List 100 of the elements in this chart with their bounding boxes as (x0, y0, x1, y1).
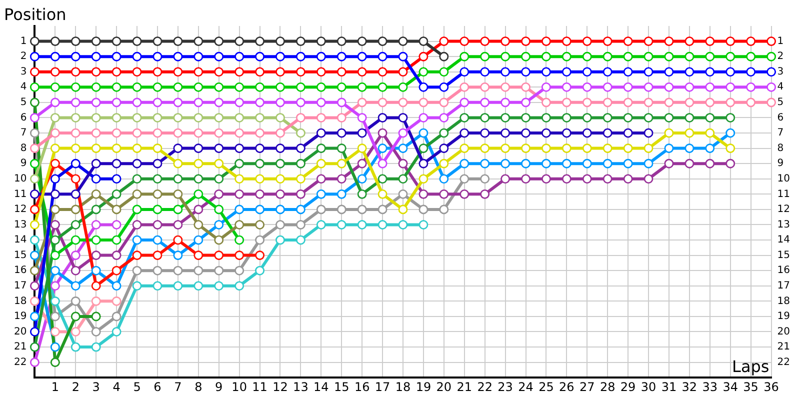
x-tick-label: 5 (133, 380, 141, 394)
point (542, 82, 551, 92)
point (70, 250, 80, 260)
point (602, 113, 612, 122)
point (194, 67, 204, 77)
point (70, 235, 80, 245)
point (602, 82, 612, 92)
point (684, 128, 694, 138)
point (378, 128, 388, 138)
point (726, 98, 736, 108)
point (480, 82, 490, 92)
point (132, 128, 142, 138)
x-tick-label: 9 (215, 380, 223, 394)
point (132, 158, 142, 168)
point (194, 158, 204, 168)
point (112, 204, 122, 214)
point (234, 158, 244, 168)
point (418, 190, 428, 199)
point (562, 174, 572, 184)
point (602, 67, 612, 77)
point (644, 144, 654, 153)
point (726, 67, 736, 77)
x-tick-label: 30 (640, 380, 656, 394)
point (521, 158, 530, 168)
point (582, 82, 592, 92)
y2-tick-label: 11 (777, 188, 790, 200)
point (398, 98, 408, 108)
point (357, 144, 367, 153)
point (296, 190, 306, 199)
y2-tick-label: 13 (777, 219, 790, 230)
x-tick-label: 25 (538, 380, 554, 394)
point (336, 204, 346, 214)
point (439, 190, 449, 199)
point (705, 144, 715, 153)
point (234, 190, 244, 199)
point (112, 281, 122, 291)
point (214, 36, 224, 46)
point (357, 190, 367, 199)
point (70, 98, 80, 108)
point (378, 52, 388, 62)
x-tick-label: 12 (272, 380, 288, 394)
point (91, 250, 101, 260)
x-tick-label: 17 (374, 380, 390, 394)
point (234, 52, 244, 62)
point (112, 174, 122, 184)
point (30, 174, 40, 184)
point (132, 204, 142, 214)
point (357, 67, 367, 77)
point (152, 144, 162, 153)
point (173, 220, 183, 230)
point (173, 36, 183, 46)
point (132, 52, 142, 62)
point (726, 158, 736, 168)
y-tick-label: 2 (20, 51, 27, 62)
point (70, 67, 80, 77)
point (480, 67, 490, 77)
point (152, 220, 162, 230)
point (357, 204, 367, 214)
point (255, 98, 264, 108)
point (398, 82, 408, 92)
point (214, 235, 224, 245)
point (70, 128, 80, 138)
point (542, 128, 551, 138)
y-tick-label: 8 (20, 142, 27, 154)
point (602, 174, 612, 184)
point (296, 82, 306, 92)
point (460, 52, 470, 62)
point (439, 52, 449, 62)
x-tick-label: 36 (764, 380, 779, 394)
point (173, 113, 183, 122)
point (316, 128, 326, 138)
x-tick-label: 29 (620, 380, 636, 394)
y-tick-label: 16 (14, 265, 27, 276)
x-tick-label: 7 (174, 380, 182, 394)
point (664, 82, 674, 92)
point (50, 342, 60, 352)
point (623, 98, 633, 108)
point (173, 144, 183, 153)
point (480, 158, 490, 168)
point (664, 158, 674, 168)
point (542, 98, 551, 108)
point (500, 128, 510, 138)
y-tick-label: 19 (14, 311, 27, 322)
point (336, 220, 346, 230)
point (152, 82, 162, 92)
y2-tick-label: 22 (777, 356, 790, 368)
point (602, 144, 612, 153)
point (316, 52, 326, 62)
y-tick-label: 18 (14, 296, 27, 307)
point (70, 312, 80, 322)
point (480, 144, 490, 153)
point (296, 113, 306, 122)
point (91, 158, 101, 168)
point (296, 204, 306, 214)
point (460, 113, 470, 122)
point (398, 220, 408, 230)
point (30, 358, 40, 367)
x-tick-label: 13 (293, 380, 308, 394)
point (378, 82, 388, 92)
point (521, 36, 530, 46)
